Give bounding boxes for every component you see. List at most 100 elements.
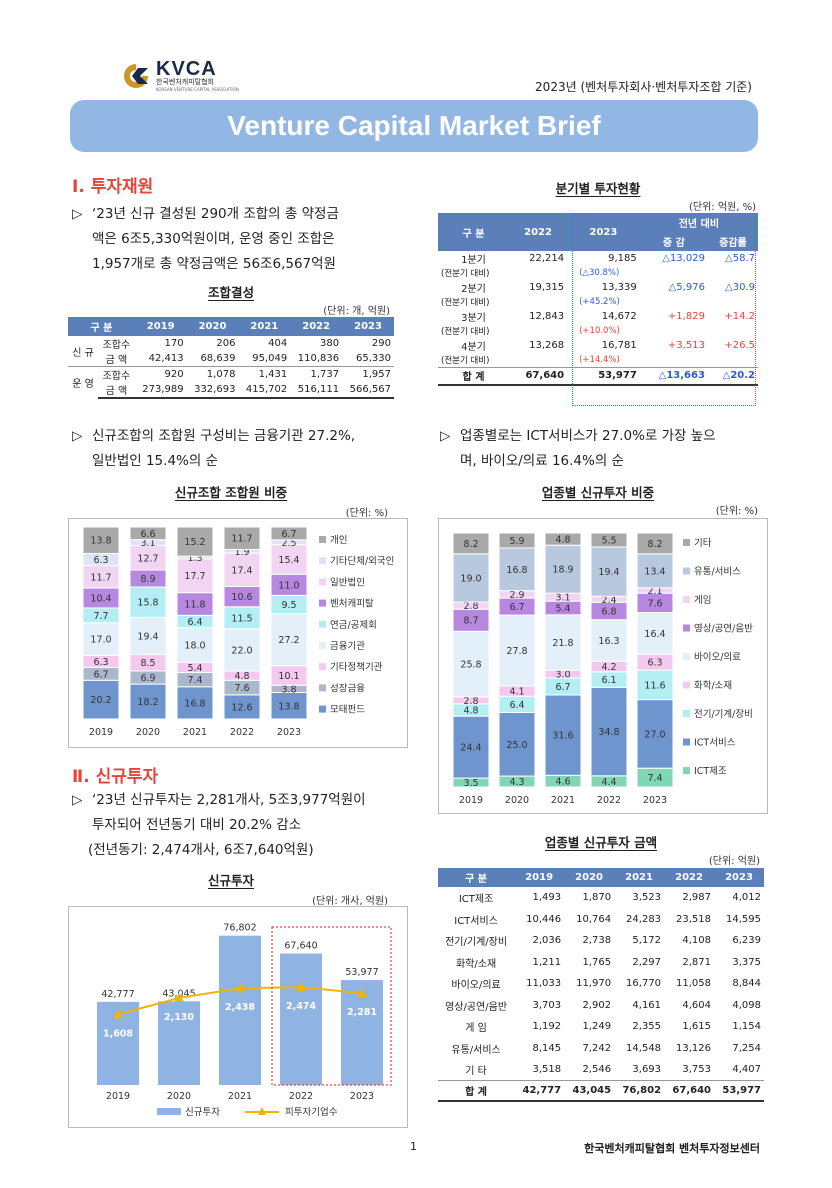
data-label: 8.9 — [140, 574, 155, 585]
qoq-cell: (+14.4%) — [579, 354, 620, 365]
total-cell: 합 계 — [438, 366, 509, 386]
legend-label: 연금/공제회 — [330, 620, 377, 631]
invest-chart-unit: (단위: 개사, 억원) — [312, 896, 388, 907]
bar-value-label: 53,977 — [345, 967, 378, 978]
data-label: 17.7 — [184, 571, 205, 582]
data-label: 6.7 — [281, 529, 296, 540]
line-value-label: 2,438 — [225, 1002, 255, 1013]
bar-segment — [176, 558, 214, 594]
table-cell: 3,523 — [632, 892, 662, 904]
legend-swatch — [319, 557, 326, 565]
data-label: 16.4 — [644, 629, 665, 640]
legend-label: 개인 — [330, 535, 347, 546]
table-row: (전분기 대비) (+14.4%) — [438, 353, 758, 367]
row-label: 금 액 — [98, 382, 135, 399]
table-cell: 1,870 — [582, 892, 612, 904]
table-row: 영상/공연/음반 3,703 2,902 4,161 4,604 4,098 — [438, 995, 764, 1017]
table-cell: 22,214 — [529, 253, 565, 264]
total-cell: 53,977 — [714, 1080, 764, 1102]
bar-segment — [129, 616, 167, 656]
table-cell: 1,431 — [238, 366, 291, 382]
data-label: 6.4 — [187, 617, 202, 628]
legend-label: 신규투자 — [185, 1107, 220, 1118]
x-tick-label: 2023 — [350, 1091, 374, 1102]
data-label: 16.8 — [506, 565, 527, 576]
bullet-text: 신규조합의 조합원 구성비는 금융기관 27.2%, — [92, 428, 356, 444]
table-cell: 3,693 — [632, 1064, 662, 1075]
kvca-emblem-icon — [122, 62, 150, 90]
table-cell: 13,339 — [601, 282, 637, 293]
table-cell: 7,254 — [732, 1042, 761, 1054]
bar-segment — [270, 692, 308, 720]
table-cell — [509, 295, 567, 309]
legend-label: 유통/서비스 — [694, 567, 741, 578]
table-cell: 206 — [216, 338, 236, 349]
table-cell: 1,737 — [290, 366, 343, 382]
table-cell: 4,012 — [732, 892, 761, 904]
data-label: 6.9 — [140, 673, 155, 684]
row-label: 유통/서비스 — [451, 1044, 501, 1056]
bar-segment — [270, 544, 308, 575]
data-label: 21.8 — [552, 638, 573, 649]
table-cell: 11,058 — [676, 978, 712, 990]
table-row: (전분기 대비) (+45.2%) — [438, 295, 758, 309]
data-label: 13.4 — [644, 566, 665, 577]
legend-swatch — [683, 653, 690, 660]
x-tick-label: 2021 — [551, 795, 575, 806]
x-tick-label: 2022 — [597, 795, 621, 806]
table-row: ICT서비스 10,446 10,764 24,283 23,518 14,595 — [438, 909, 764, 931]
data-label: 6.3 — [93, 657, 108, 668]
bullet-text: ‘23년 신규투자는 2,281개사, 5조3,977억원이 — [92, 792, 366, 808]
bar-value-label: 76,802 — [223, 923, 256, 934]
x-tick-label: 2021 — [183, 727, 207, 738]
table-cell: △5,976 — [668, 282, 705, 293]
table-cell: 4,108 — [682, 935, 712, 947]
data-label: 27.2 — [278, 635, 299, 646]
line-point — [113, 1009, 123, 1019]
table-row: 1분기 22,214 9,185 △13,029 △58.7 — [438, 251, 758, 266]
table-row: 화학/소재 1,211 1,765 2,297 2,871 3,375 — [438, 952, 764, 974]
data-label: 25.0 — [506, 740, 527, 751]
x-tick-label: 2022 — [289, 1091, 313, 1102]
line-point — [296, 982, 306, 992]
row-label: 조합수 — [98, 366, 135, 382]
fund-table-unit: (단위: 개, 억원) — [323, 306, 390, 317]
legend-swatch — [683, 681, 690, 689]
fund-table-grid: 구 분 2019 2020 2021 2022 2023 신 규 조합수 170 206 404 38… — [68, 317, 394, 399]
bar-segment — [636, 669, 674, 701]
line-point — [174, 992, 184, 1002]
table-header-cell: 전년 대비 — [639, 213, 758, 232]
data-label: 3.1 — [140, 538, 155, 549]
row-label: 1분기 — [461, 255, 486, 266]
table-cell: 290 — [371, 338, 391, 349]
legend-swatch — [319, 578, 326, 586]
table-cell: +3,513 — [667, 340, 705, 351]
bar-segment — [176, 686, 214, 720]
data-label: 12.7 — [137, 553, 158, 564]
table-cell: 170 — [164, 338, 184, 349]
legend-label: 전기/기계/장비 — [694, 708, 753, 720]
table-cell: 3,753 — [682, 1064, 712, 1075]
invest-chart-svg: 42,777201943,045202076,802202167,6402022… — [97, 923, 392, 1118]
row-label: ICT제조 — [458, 894, 494, 906]
quarter-table-unit: (단위: 억원, %) — [688, 202, 756, 213]
x-tick-label: 2022 — [230, 727, 254, 738]
legend-swatch — [683, 738, 690, 746]
data-label: 11.0 — [278, 580, 299, 591]
row-label: 전기/기계/장비 — [445, 937, 508, 949]
data-label: 4.4 — [601, 777, 616, 788]
data-label: 5.9 — [509, 536, 524, 547]
bar-segment — [636, 532, 674, 555]
table-row: 금 액 42,413 68,639 95,049 110,836 65,330 — [68, 351, 394, 367]
row-label: ICT서비스 — [454, 915, 498, 927]
member-chart-unit: (단위: %) — [345, 508, 388, 519]
table-header-cell: 2021 — [238, 317, 291, 336]
data-label: 18.9 — [552, 565, 573, 576]
data-label: 2.9 — [509, 590, 524, 601]
table-cell: 1,957 — [342, 366, 394, 382]
data-label: 6.7 — [555, 682, 570, 693]
table-cell: 11,033 — [526, 978, 562, 990]
data-label: 8.2 — [647, 539, 662, 550]
data-label: 2.8 — [463, 601, 478, 612]
bar-segment — [498, 532, 536, 549]
